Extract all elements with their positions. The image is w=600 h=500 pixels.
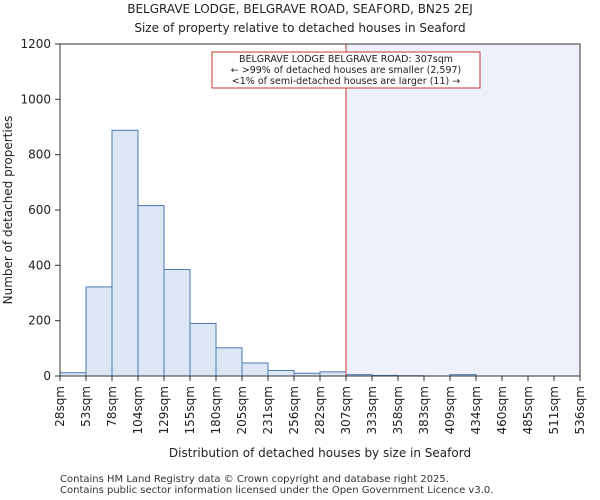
histogram-bar bbox=[189, 322, 217, 377]
x-tick-label: 231sqm bbox=[261, 386, 275, 434]
annotation-border bbox=[211, 51, 481, 89]
histogram-bar bbox=[163, 268, 191, 377]
x-axis-label: Distribution of detached houses by size … bbox=[169, 446, 471, 460]
histogram-bar bbox=[241, 362, 269, 377]
annotation-box: BELGRAVE LODGE BELGRAVE ROAD: 307sqm ← >… bbox=[211, 51, 481, 89]
x-tick-label: 358sqm bbox=[391, 386, 405, 434]
x-tick-label: 511sqm bbox=[547, 386, 561, 434]
y-tick-label: 200 bbox=[28, 314, 51, 328]
y-tick-label: 400 bbox=[28, 258, 51, 272]
annotation-line: ← >99% of detached houses are smaller (2… bbox=[231, 65, 462, 76]
x-tick-label: 307sqm bbox=[339, 386, 353, 434]
y-tick-label: 0 bbox=[43, 369, 51, 383]
x-tick-label: 104sqm bbox=[131, 386, 145, 434]
histogram-bar bbox=[215, 347, 243, 377]
x-tick-label: 129sqm bbox=[157, 386, 171, 434]
histogram-bar bbox=[111, 129, 139, 377]
histogram-bar bbox=[85, 286, 113, 377]
y-tick-label: 1200 bbox=[20, 37, 51, 51]
x-tick-label: 383sqm bbox=[417, 386, 431, 434]
chart-subtitle: Size of property relative to detached ho… bbox=[134, 21, 465, 35]
histogram-chart: BELGRAVE LODGE, BELGRAVE ROAD, SEAFORD, … bbox=[1, 2, 587, 460]
footer-attribution-2: Contains public sector information licen… bbox=[60, 485, 494, 496]
y-axis-label: Number of detached properties bbox=[1, 116, 15, 305]
annotation-line: <1% of semi-detached houses are larger (… bbox=[232, 76, 460, 87]
x-tick-label: 78sqm bbox=[105, 386, 119, 427]
y-tick-label: 1000 bbox=[20, 92, 51, 106]
histogram-bar bbox=[267, 369, 295, 377]
larger-size-region bbox=[346, 44, 580, 376]
x-tick-label: 180sqm bbox=[209, 386, 223, 434]
x-tick-label: 155sqm bbox=[183, 386, 197, 434]
histogram-bar bbox=[319, 371, 347, 377]
x-tick-label: 256sqm bbox=[287, 386, 301, 434]
x-tick-label: 333sqm bbox=[365, 386, 379, 434]
histogram-bar bbox=[137, 205, 165, 377]
y-axis: 0 200 400 600 800 1000 1200 bbox=[20, 37, 60, 383]
y-tick-label: 800 bbox=[28, 148, 51, 162]
x-tick-label: 282sqm bbox=[313, 386, 327, 434]
bars-group bbox=[59, 129, 477, 377]
x-tick-label: 205sqm bbox=[235, 386, 249, 434]
x-tick-label: 434sqm bbox=[469, 386, 483, 434]
x-tick-label: 409sqm bbox=[443, 386, 457, 434]
x-tick-label: 53sqm bbox=[79, 386, 93, 427]
chart-title: BELGRAVE LODGE, BELGRAVE ROAD, SEAFORD, … bbox=[127, 2, 473, 16]
x-axis: 28sqm 53sqm 78sqm 104sqm 129sqm 155sqm 180sqm 2… bbox=[53, 376, 587, 434]
x-tick-label: 485sqm bbox=[521, 386, 535, 434]
x-tick-label: 460sqm bbox=[495, 386, 509, 434]
footer-attribution-1: Contains HM Land Registry data © Crown c… bbox=[60, 474, 449, 485]
y-tick-label: 600 bbox=[28, 203, 51, 217]
x-tick-label: 536sqm bbox=[573, 386, 587, 434]
annotation-line: BELGRAVE LODGE BELGRAVE ROAD: 307sqm bbox=[239, 54, 453, 65]
x-tick-label: 28sqm bbox=[53, 386, 67, 427]
